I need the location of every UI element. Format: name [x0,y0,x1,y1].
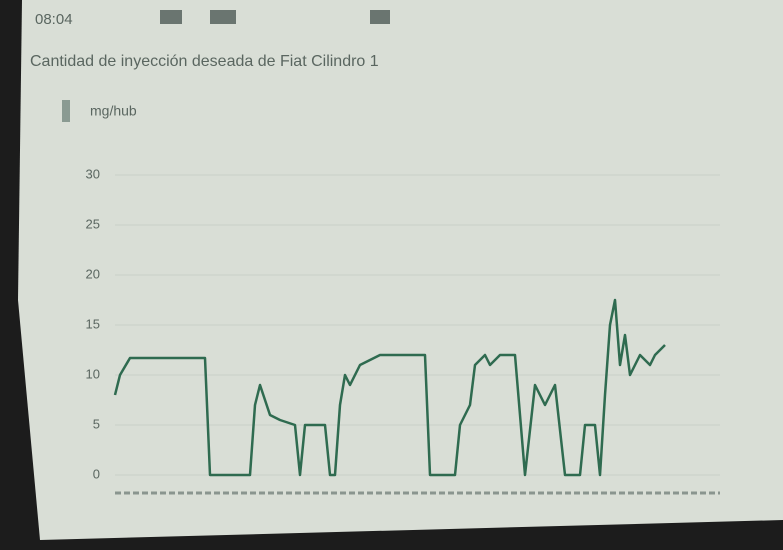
screen-photo: 08:04 Cantidad de inyección deseada de F… [0,0,783,550]
y-axis-label: mg/hub [90,103,137,119]
y-tick-label: 15 [86,316,100,331]
legend-swatch [62,100,70,122]
status-time: 08:04 [35,11,73,28]
status-icon [370,10,390,24]
y-tick-label: 10 [86,366,100,381]
page: {"status_time": "08:04", "chart_data": {… [0,0,783,550]
y-tick-label: 30 [86,166,100,181]
y-tick-label: 25 [86,216,100,231]
chart-title: Cantidad de inyección deseada de Fiat Ci… [30,53,379,70]
y-tick-label: 0 [93,466,100,481]
y-tick-label: 5 [93,416,100,431]
status-icon [210,10,236,24]
y-tick-label: 20 [86,266,100,281]
screen [18,0,783,540]
status-icon [160,10,182,24]
